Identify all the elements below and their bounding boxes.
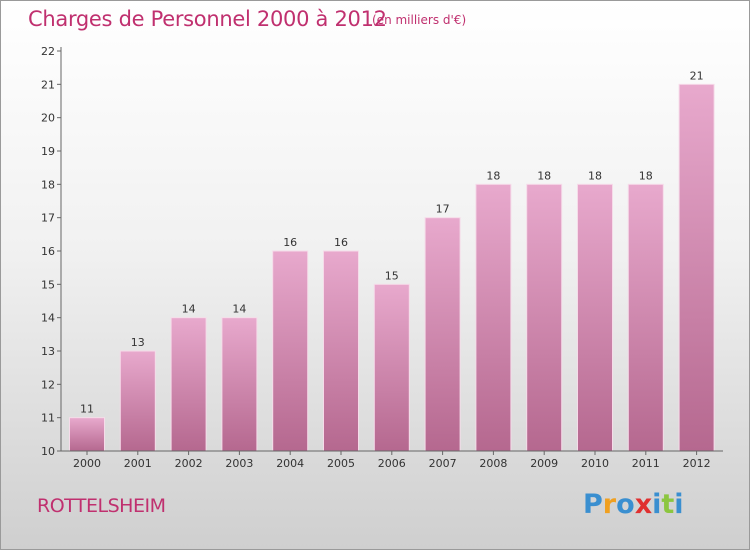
- y-tick-label: 20: [41, 112, 55, 125]
- y-tick-label: 15: [41, 278, 55, 291]
- bar: [526, 183, 563, 452]
- bar-value-label: 18: [486, 169, 500, 182]
- bar: [69, 417, 105, 452]
- bar: [424, 217, 461, 452]
- bar: [170, 317, 207, 452]
- y-tick-label: 10: [41, 445, 55, 458]
- bar: [272, 250, 309, 452]
- chart-subtitle: (en milliers d'€): [372, 13, 467, 27]
- x-tick-label: 2004: [276, 457, 304, 470]
- bar-value-label: 14: [232, 303, 246, 316]
- logo-letter: r: [602, 489, 617, 520]
- x-tick-label: 2010: [581, 457, 609, 470]
- y-tick-label: 22: [41, 45, 55, 58]
- logo-letter: o: [616, 489, 635, 520]
- logo-letter: P: [583, 489, 603, 520]
- x-tick-label: 2008: [479, 457, 507, 470]
- x-tick-label: 2009: [530, 457, 558, 470]
- bar: [577, 183, 613, 452]
- x-tick-label: 2001: [124, 457, 152, 470]
- chart-title: Charges de Personnel 2000 à 2012: [28, 7, 387, 31]
- bar-value-label: 18: [639, 169, 653, 182]
- bar-value-label: 18: [588, 169, 602, 182]
- x-tick-label: 2011: [632, 457, 660, 470]
- bar: [119, 350, 156, 452]
- bar-value-label: 14: [182, 303, 196, 316]
- y-tick-label: 17: [41, 212, 55, 225]
- bar-value-label: 11: [80, 403, 94, 416]
- bar: [678, 83, 715, 452]
- y-tick-label: 16: [41, 245, 55, 258]
- y-tick-label: 11: [41, 412, 55, 425]
- y-tick-label: 21: [41, 78, 55, 91]
- y-tick-label: 18: [41, 178, 55, 191]
- bar-value-label: 17: [436, 203, 450, 216]
- x-tick-label: 2002: [175, 457, 203, 470]
- x-tick-label: 2012: [683, 457, 711, 470]
- place-name: ROTTELSHEIM: [37, 495, 166, 517]
- logo-letter: x: [634, 489, 653, 520]
- bar: [221, 317, 258, 452]
- x-tick-label: 2006: [378, 457, 406, 470]
- logo-letter: i: [674, 489, 684, 520]
- bars-layer: 11 13 14 14 16 16 15 17 18 18 18 18 21: [69, 69, 715, 452]
- axis-layer: 10 11 12 13 14 15 16 17 18 19 20 21 22 2000 2001 2002 20…: [41, 45, 723, 470]
- x-tick-label: 2005: [327, 457, 355, 470]
- bar-value-label: 16: [334, 236, 348, 249]
- bar-value-label: 15: [385, 269, 399, 282]
- y-tick-label: 14: [41, 312, 55, 325]
- bar-value-label: 18: [537, 169, 551, 182]
- bar: [373, 283, 410, 452]
- logo-letter: i: [652, 489, 662, 520]
- y-tick-label: 19: [41, 145, 55, 158]
- y-tick-label: 13: [41, 345, 55, 358]
- x-tick-label: 2000: [73, 457, 101, 470]
- x-tick-label: 2007: [429, 457, 457, 470]
- y-tick-label: 12: [41, 378, 55, 391]
- proxiti-logo: Proxiti: [583, 489, 684, 520]
- bar-value-label: 21: [690, 69, 704, 82]
- bar: [323, 250, 359, 452]
- bar: [627, 183, 664, 452]
- bar-value-label: 13: [131, 336, 145, 349]
- x-tick-label: 2003: [225, 457, 253, 470]
- bar: [475, 183, 512, 452]
- bar-value-label: 16: [283, 236, 297, 249]
- logo-letter: t: [661, 489, 675, 520]
